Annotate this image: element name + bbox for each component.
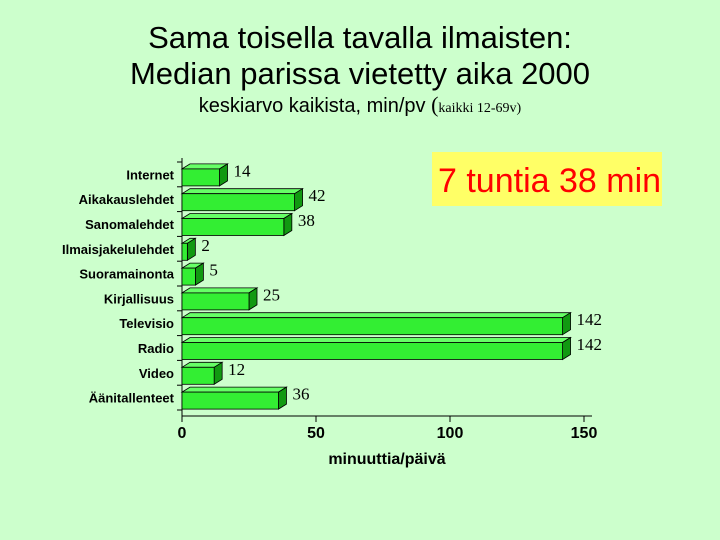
subtitle-main: keskiarvo kaikista, min/pv bbox=[198, 95, 432, 117]
annotation-text: 7 tuntia 38 min bbox=[438, 162, 662, 200]
bar-top-face bbox=[180, 312, 572, 319]
subtitle-range: kaikki 12-69v) bbox=[438, 101, 522, 116]
category-label: Kirjallisuus bbox=[104, 291, 174, 306]
category-label: Äänitallenteet bbox=[89, 391, 175, 406]
bar-top-face bbox=[180, 386, 288, 393]
category-label: Radio bbox=[138, 341, 174, 356]
category-label: Suoramainonta bbox=[79, 267, 174, 282]
category-label: Ilmaisjakelulehdet bbox=[62, 242, 175, 257]
chart-title-line2: Median parissa vietetty aika 2000 bbox=[129, 56, 591, 91]
data-label: 14 bbox=[234, 161, 252, 180]
data-label: 42 bbox=[309, 186, 326, 205]
bar bbox=[181, 218, 285, 236]
data-label: 5 bbox=[209, 261, 218, 280]
bar bbox=[181, 391, 279, 410]
bar bbox=[181, 168, 220, 187]
bar-top-face bbox=[180, 213, 294, 219]
bar bbox=[181, 317, 563, 336]
x-axis-label: minuuttia/päivä bbox=[328, 451, 445, 468]
x-tick-label: 100 bbox=[437, 425, 464, 442]
data-label: 38 bbox=[298, 211, 315, 230]
x-tick-label: 0 bbox=[178, 425, 187, 442]
annotation-box bbox=[432, 152, 662, 206]
subtitle-paren: ( bbox=[431, 92, 439, 117]
x-tick-label: 50 bbox=[307, 425, 325, 442]
bar bbox=[181, 193, 295, 212]
x-tick-label: 150 bbox=[571, 425, 598, 442]
data-label: 142 bbox=[577, 310, 603, 329]
chart-subtitle: keskiarvo kaikista, min/pv (kaikki 12-69… bbox=[0, 92, 720, 122]
bar bbox=[181, 267, 196, 286]
bar bbox=[181, 342, 563, 360]
data-label: 2 bbox=[201, 236, 210, 255]
bar-top-face bbox=[180, 188, 304, 195]
category-label: Internet bbox=[126, 167, 174, 182]
data-label: 25 bbox=[263, 285, 280, 304]
category-label: Televisio bbox=[119, 316, 174, 331]
data-label: 36 bbox=[292, 385, 309, 404]
data-label: 12 bbox=[228, 360, 245, 379]
bar bbox=[181, 366, 215, 385]
bar bbox=[181, 242, 188, 261]
bar-top-face bbox=[180, 337, 572, 343]
data-label: 142 bbox=[577, 335, 603, 354]
chart-title-line1: Sama toisella tavalla ilmaisten: bbox=[148, 20, 572, 55]
category-label: Aikakauslehdet bbox=[79, 192, 175, 207]
bar-top-face bbox=[180, 287, 259, 294]
category-label: Video bbox=[139, 366, 174, 381]
bar bbox=[181, 292, 250, 311]
category-label: Sanomalehdet bbox=[85, 217, 175, 232]
